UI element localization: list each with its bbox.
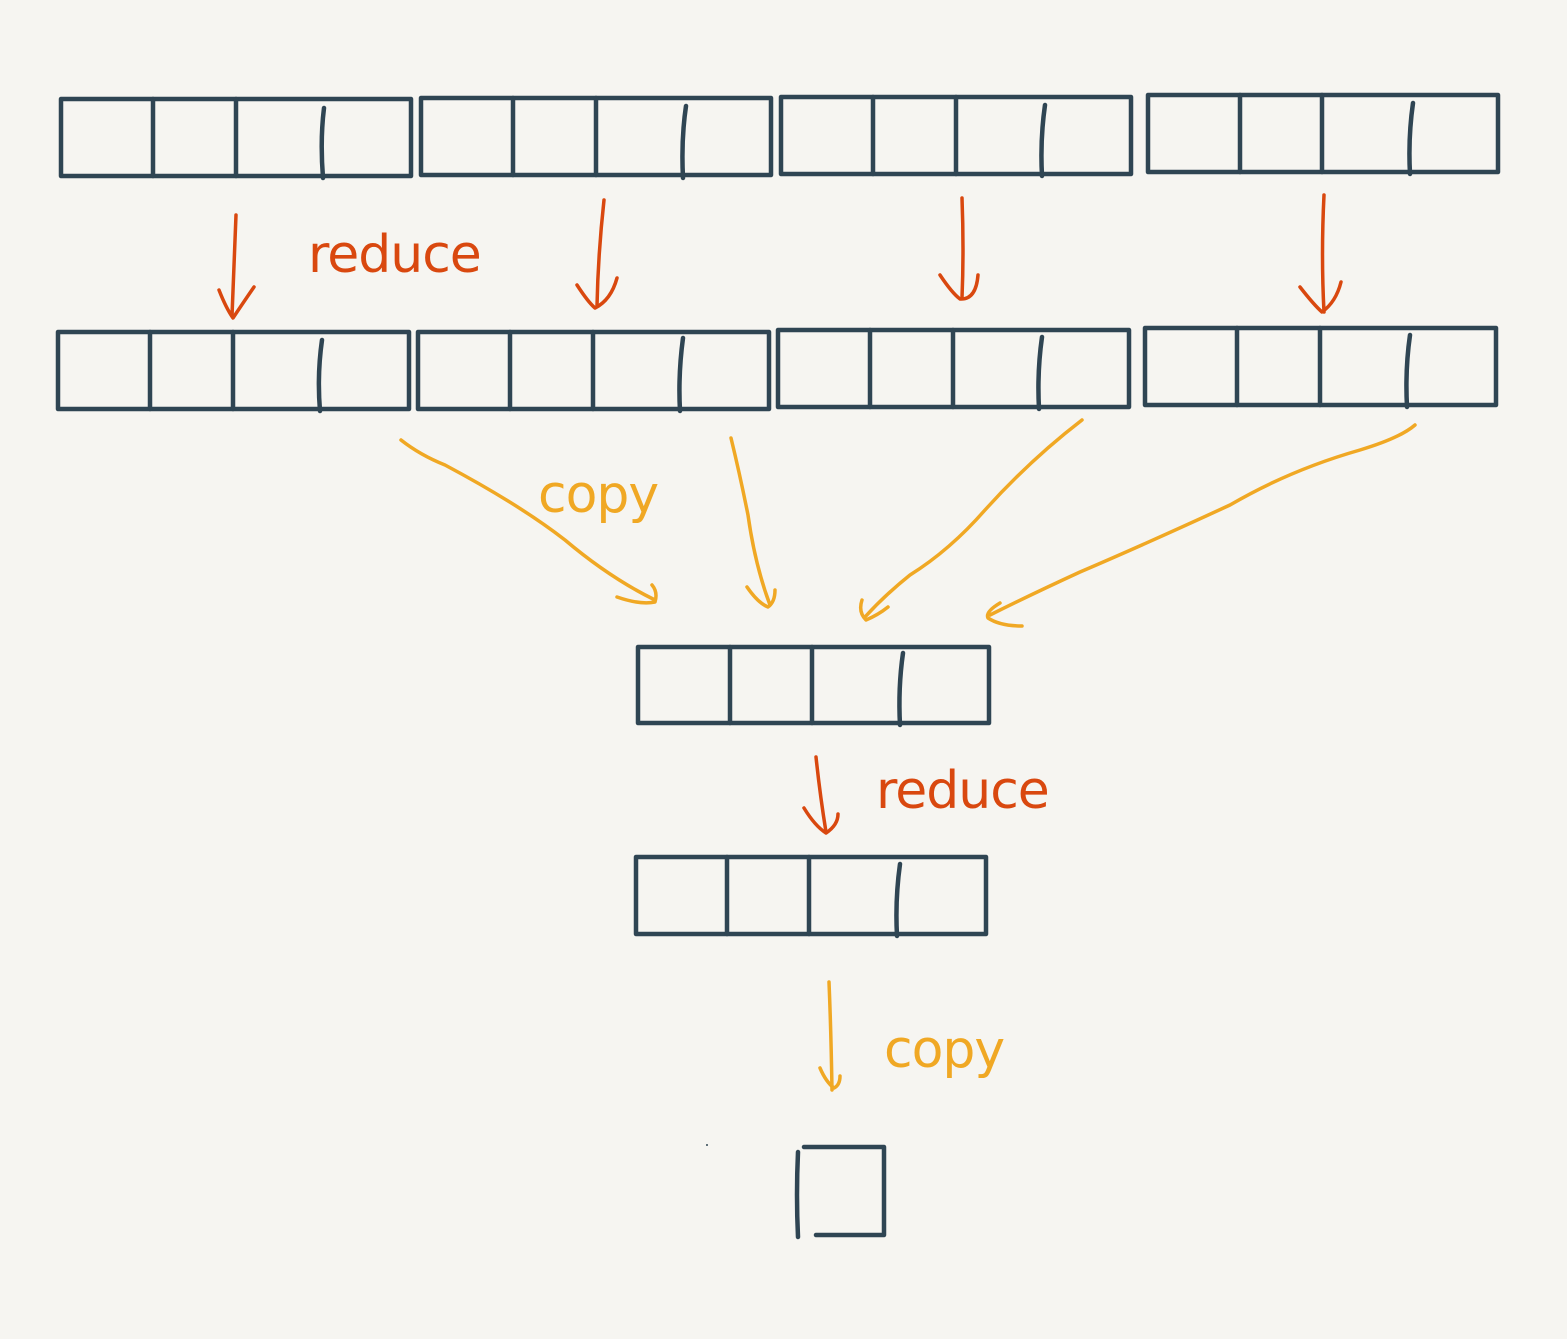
copy-arrow-2-head — [745, 585, 777, 609]
copy-arrow-5-shaft — [827, 980, 834, 1092]
reduce-arrows-row1 — [217, 193, 1343, 320]
reduce-arrow-5 — [802, 755, 840, 835]
reduce-arrow-2-head — [575, 276, 619, 310]
reduce-arrow-3 — [938, 196, 980, 301]
array-row1-block3 — [778, 94, 1134, 179]
copy-label-bottom: copy — [884, 1020, 1004, 1080]
copy-arrow-1 — [399, 438, 658, 605]
reduce-arrow-2 — [575, 198, 619, 310]
array-level4 — [633, 854, 989, 939]
array-level3 — [635, 644, 992, 728]
array-row2-block4 — [1142, 325, 1499, 410]
array-row2-block2 — [415, 329, 772, 414]
reduce-arrow-4-shaft — [1320, 193, 1326, 314]
copy-arrow-2 — [729, 436, 777, 609]
final-cell — [794, 1144, 887, 1240]
reduce-arrow-5-head — [802, 806, 840, 835]
copy-arrows-row2 — [399, 418, 1417, 628]
copy-arrow-3-shaft — [863, 418, 1084, 619]
array-row1-block1 — [58, 96, 414, 181]
array-row1-block4 — [1145, 92, 1501, 177]
reduce-arrow-5-shaft — [814, 755, 828, 834]
copy-arrow-4 — [985, 423, 1417, 628]
copy-arrow-2-shaft — [729, 436, 772, 607]
reduce-arrow-3-head — [938, 273, 980, 301]
reduce-arrow-3-shaft — [960, 196, 965, 300]
copy-arrow-1-shaft — [399, 438, 657, 602]
reduce-label-top: reduce — [308, 225, 481, 285]
array-row1-block2 — [418, 95, 774, 181]
level1-arrays — [58, 92, 1501, 181]
reduce-label-bottom: reduce — [876, 761, 1049, 821]
copy-arrow-5-head — [818, 1066, 842, 1090]
copy-arrow-1-head — [615, 583, 658, 605]
reduce-arrow-4 — [1298, 193, 1343, 314]
array-row2-block1 — [55, 329, 412, 414]
copy-arrow-3-head — [858, 598, 890, 622]
array-row2-block3 — [775, 327, 1132, 412]
reduce-arrow-2-shaft — [595, 198, 606, 308]
reduce-arrow-1-shaft — [230, 213, 238, 318]
copy-arrow-4-shaft — [988, 423, 1417, 617]
copy-arrow-4-head — [985, 601, 1024, 628]
reduce-arrow-4-head — [1298, 280, 1343, 314]
level2-arrays — [55, 325, 1499, 414]
copy-arrow-3 — [858, 418, 1084, 622]
reduce-arrow-1-head — [217, 285, 256, 320]
reduce-arrow-1 — [217, 213, 256, 320]
stray-dot — [706, 1144, 708, 1146]
copy-arrow-5 — [818, 980, 842, 1092]
copy-label-top: copy — [538, 465, 658, 525]
